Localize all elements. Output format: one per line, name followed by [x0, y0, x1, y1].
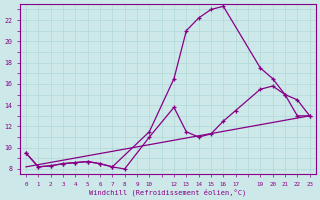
X-axis label: Windchill (Refroidissement éolien,°C): Windchill (Refroidissement éolien,°C) [89, 188, 246, 196]
